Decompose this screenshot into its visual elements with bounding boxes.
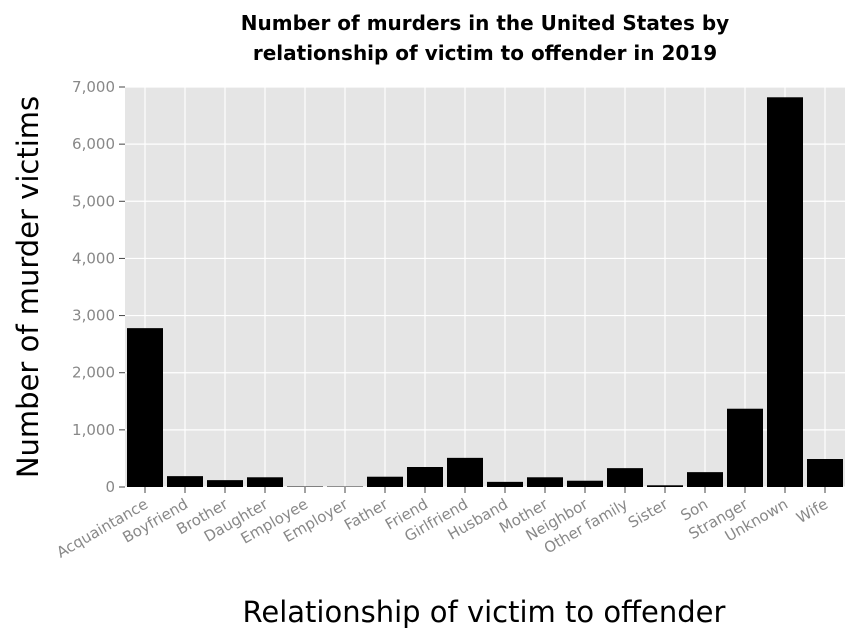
bar xyxy=(487,481,523,487)
y-tick-label: 3,000 xyxy=(72,307,115,325)
bar xyxy=(407,467,443,487)
bar xyxy=(647,485,683,487)
plot-area xyxy=(125,87,845,487)
y-tick-label: 7,000 xyxy=(72,78,115,96)
y-tick-label: 6,000 xyxy=(72,135,115,153)
chart-title-line-1: Number of murders in the United States b… xyxy=(241,11,729,35)
bar xyxy=(207,480,243,487)
y-tick-label: 1,000 xyxy=(72,421,115,439)
bar xyxy=(727,408,763,487)
x-axis: AcquaintanceBoyfriendBrotherDaughterEmpl… xyxy=(53,487,831,562)
grid-lines xyxy=(125,86,845,488)
bar xyxy=(527,477,563,487)
x-tick-label: Wife xyxy=(793,495,831,527)
bar xyxy=(447,457,483,487)
bars xyxy=(127,97,843,488)
bar xyxy=(687,472,723,487)
bar xyxy=(767,97,803,488)
bar xyxy=(607,468,643,487)
y-tick-label: 5,000 xyxy=(72,192,115,210)
y-tick-label: 2,000 xyxy=(72,364,115,382)
x-axis-title: Relationship of victim to offender xyxy=(243,595,726,629)
x-tick-label: Father xyxy=(341,494,392,534)
x-tick-label: Sister xyxy=(625,494,672,531)
bar xyxy=(807,459,843,487)
y-axis-title: Number of murder victims xyxy=(11,96,45,478)
bar xyxy=(167,476,203,487)
y-tick-label: 0 xyxy=(105,478,115,496)
y-tick-label: 4,000 xyxy=(72,249,115,267)
bar xyxy=(567,480,603,487)
y-axis: 0 1,000 2,000 3,000 4,000 5,000 6,000 7,000 xyxy=(72,78,125,496)
bar xyxy=(127,328,163,487)
chart-title-line-2: relationship of victim to offender in 20… xyxy=(253,41,717,65)
bar xyxy=(247,477,283,487)
bar xyxy=(367,476,403,487)
